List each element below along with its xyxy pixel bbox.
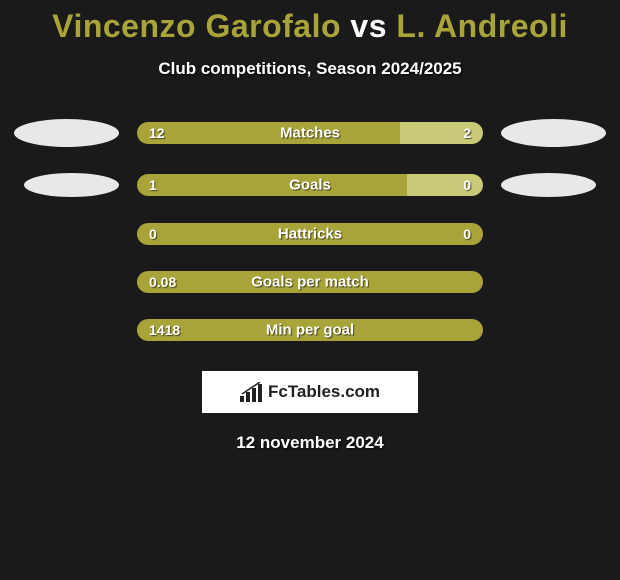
stat-value-left: 0.08 xyxy=(149,274,176,290)
stat-label: Min per goal xyxy=(266,322,354,339)
bar-chart-icon xyxy=(240,382,264,402)
stat-row-hattricks: 0 Hattricks 0 xyxy=(0,223,620,245)
stat-value-left: 0 xyxy=(149,226,157,242)
title: Vincenzo Garofalo vs L. Andreoli xyxy=(0,8,620,45)
logo-text: FcTables.com xyxy=(268,382,380,402)
stat-bar: 1418 Min per goal xyxy=(137,319,483,341)
player1-avatar-placeholder xyxy=(24,173,119,197)
stat-label: Goals xyxy=(289,177,331,194)
stat-value-right: 0 xyxy=(463,177,471,193)
player2-avatar-placeholder xyxy=(501,173,596,197)
stat-label: Hattricks xyxy=(278,226,342,243)
stat-value-left: 1 xyxy=(149,177,157,193)
stats-rows: 12 Matches 2 1 Goals 0 0 Hatt xyxy=(0,119,620,341)
comparison-card: Vincenzo Garofalo vs L. Andreoli Club co… xyxy=(0,0,620,453)
stat-row-mpg: 1418 Min per goal xyxy=(0,319,620,341)
bar-right-fill xyxy=(407,174,483,196)
stat-row-goals: 1 Goals 0 xyxy=(0,173,620,197)
vs-text: vs xyxy=(350,8,387,44)
player2-name: L. Andreoli xyxy=(396,8,567,44)
stat-label: Goals per match xyxy=(251,274,369,291)
stat-bar: 0 Hattricks 0 xyxy=(137,223,483,245)
stat-value-right: 0 xyxy=(463,226,471,242)
player1-name: Vincenzo Garofalo xyxy=(52,8,341,44)
player2-avatar-placeholder xyxy=(501,119,606,147)
player1-avatar-placeholder xyxy=(14,119,119,147)
stat-bar: 1 Goals 0 xyxy=(137,174,483,196)
stat-bar: 0.08 Goals per match xyxy=(137,271,483,293)
stat-bar: 12 Matches 2 xyxy=(137,122,483,144)
date-text: 12 november 2024 xyxy=(0,433,620,453)
stat-value-left: 1418 xyxy=(149,322,180,338)
fctables-logo: FcTables.com xyxy=(202,371,418,413)
stat-value-left: 12 xyxy=(149,125,165,141)
bar-left-fill xyxy=(137,174,407,196)
stat-row-matches: 12 Matches 2 xyxy=(0,119,620,147)
stat-row-gpm: 0.08 Goals per match xyxy=(0,271,620,293)
stat-label: Matches xyxy=(280,125,340,142)
stat-value-right: 2 xyxy=(463,125,471,141)
bar-left-fill xyxy=(137,122,400,144)
subtitle: Club competitions, Season 2024/2025 xyxy=(0,59,620,79)
